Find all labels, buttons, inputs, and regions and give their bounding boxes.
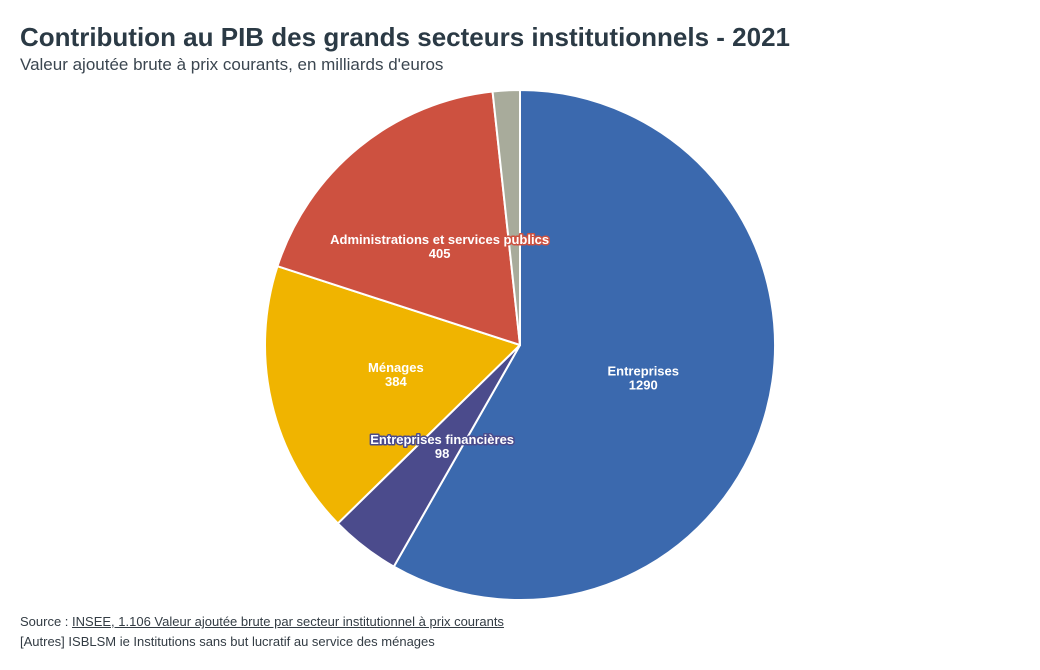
pie-slice-4[interactable]: [491, 89, 521, 346]
chart-title: Contribution au PIB des grands secteurs …: [20, 22, 791, 52]
footnote: [Autres] ISBLSM ie Institutions sans but…: [20, 634, 435, 649]
slice-value-1: 98: [435, 446, 449, 461]
pie-slices: [264, 89, 776, 601]
slice-value-3: 405: [429, 246, 451, 261]
chart-subtitle: Valeur ajoutée brute à prix courants, en…: [20, 55, 444, 74]
chart-footer: Source : INSEE, 1.106 Valeur ajoutée bru…: [20, 612, 504, 652]
source-link[interactable]: INSEE, 1.106 Valeur ajoutée brute par se…: [72, 614, 504, 629]
slice-label-2: Ménages: [368, 360, 424, 375]
pie-slice-2[interactable]: [264, 265, 521, 525]
pie-slice-3[interactable]: [276, 90, 521, 346]
slice-label-1: Entreprises financières: [370, 432, 514, 447]
slice-label-0: Entreprises: [607, 364, 679, 379]
slice-value-0: 1290: [629, 378, 658, 393]
source-prefix: Source :: [20, 614, 73, 629]
source-line: Source : INSEE, 1.106 Valeur ajoutée bru…: [20, 612, 504, 632]
pie-slice-0[interactable]: [392, 89, 776, 601]
slice-value-2: 384: [385, 374, 407, 389]
slice-label-3: Administrations et services publics: [330, 232, 549, 247]
